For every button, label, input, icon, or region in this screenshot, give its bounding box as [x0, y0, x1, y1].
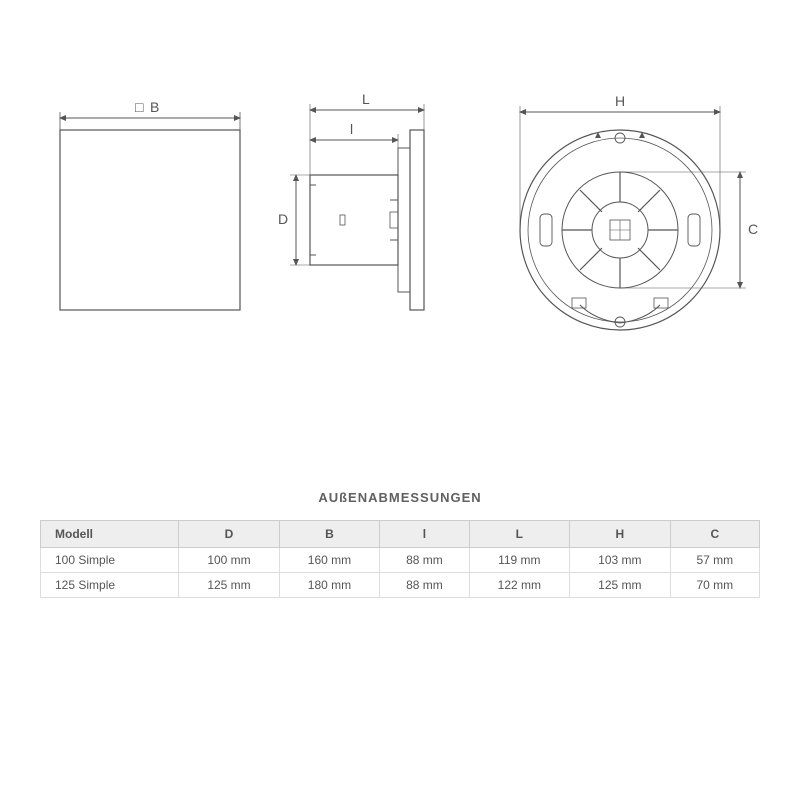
table-title: AUßENABMESSUNGEN — [0, 490, 800, 505]
label-H: H — [615, 93, 625, 109]
label-C: C — [748, 221, 758, 237]
rear-view: H C — [520, 93, 758, 330]
dimensions-table: Modell D B l L H C 100 Simple 100 mm 160… — [40, 520, 760, 598]
label-L: L — [362, 91, 370, 107]
label-B: B — [150, 99, 159, 115]
label-D: D — [278, 211, 288, 227]
label-l: l — [350, 121, 353, 137]
col-L: L — [469, 521, 569, 548]
label-square-symbol: □ — [135, 99, 144, 115]
front-view: □ B — [60, 99, 240, 310]
side-view: L l D — [278, 91, 424, 310]
col-modell: Modell — [41, 521, 179, 548]
col-B: B — [279, 521, 379, 548]
technical-drawing: □ B L l D — [40, 80, 760, 420]
col-H: H — [570, 521, 670, 548]
col-D: D — [179, 521, 279, 548]
col-C: C — [670, 521, 759, 548]
col-l: l — [380, 521, 469, 548]
table-row: 125 Simple 125 mm 180 mm 88 mm 122 mm 12… — [41, 573, 760, 598]
table-row: 100 Simple 100 mm 160 mm 88 mm 119 mm 10… — [41, 548, 760, 573]
